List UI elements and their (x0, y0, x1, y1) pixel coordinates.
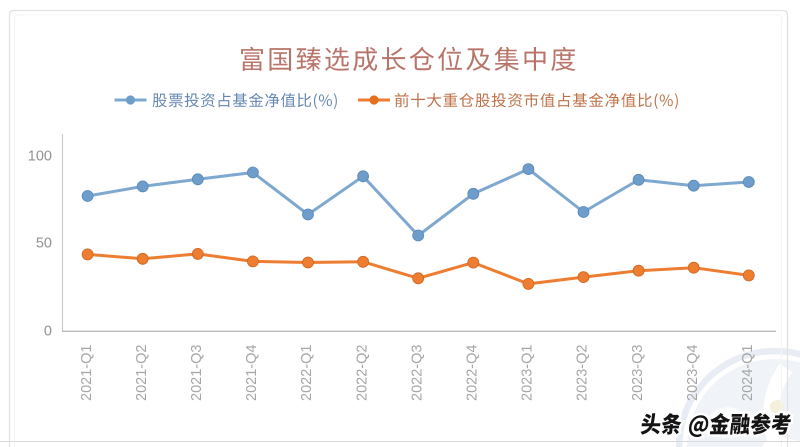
svg-text:0: 0 (44, 324, 52, 340)
svg-text:2022-Q4: 2022-Q4 (465, 345, 481, 401)
svg-text:2024-Q1: 2024-Q1 (740, 345, 756, 401)
svg-text:2023-Q3: 2023-Q3 (630, 345, 646, 401)
svg-text:100: 100 (28, 149, 52, 165)
svg-text:2022-Q3: 2022-Q3 (409, 345, 425, 401)
svg-text:2021-Q3: 2021-Q3 (189, 345, 205, 401)
svg-text:50: 50 (36, 236, 52, 252)
svg-text:2022-Q2: 2022-Q2 (354, 345, 370, 401)
svg-text:2021-Q4: 2021-Q4 (244, 345, 260, 401)
svg-text:2023-Q4: 2023-Q4 (685, 345, 701, 401)
svg-text:2023-Q1: 2023-Q1 (520, 345, 536, 401)
svg-text:2021-Q1: 2021-Q1 (79, 345, 95, 401)
svg-text:2022-Q1: 2022-Q1 (299, 345, 315, 401)
svg-text:2023-Q2: 2023-Q2 (575, 345, 591, 401)
svg-text:2021-Q2: 2021-Q2 (134, 345, 150, 401)
